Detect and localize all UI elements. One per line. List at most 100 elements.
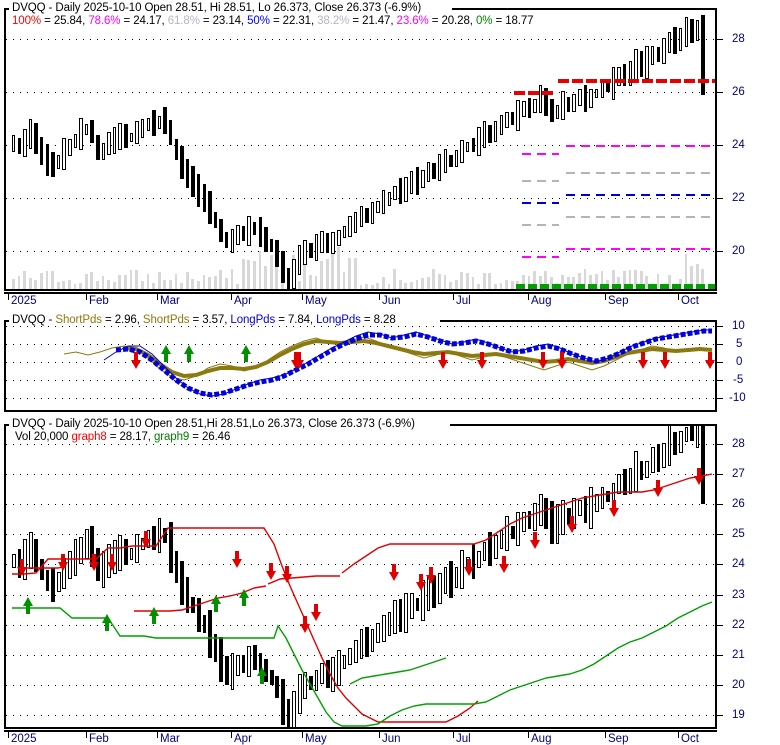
buy-signal-arrow <box>102 614 112 623</box>
price-bar <box>359 205 363 227</box>
volume-bar <box>253 261 256 289</box>
stops-ytick-26: 26 <box>732 498 745 511</box>
stops-price-bar <box>124 539 128 566</box>
fib-line-61-8b <box>566 172 715 174</box>
sell-arrow-stem <box>419 574 423 582</box>
price-bar <box>505 112 509 128</box>
price-bar <box>376 201 380 213</box>
fib-legend-item-3: 50% = 22.31, <box>247 15 318 27</box>
stops-ytick-19: 19 <box>732 708 745 721</box>
stops-price-bar <box>73 538 78 576</box>
volume-bar <box>34 279 38 289</box>
stops-price-bar <box>662 443 666 468</box>
price-bar <box>79 118 83 151</box>
price-bar <box>247 216 251 246</box>
price-bar <box>690 19 694 44</box>
price-bar <box>107 132 111 156</box>
stops-price-bar <box>314 670 319 691</box>
price-bar <box>163 107 167 135</box>
stops-price-bar <box>600 486 605 509</box>
price-bar <box>292 259 296 289</box>
stops-price-bar <box>494 535 498 560</box>
price-xtick-1: Feb <box>89 295 109 307</box>
stops-gridline-25 <box>6 534 715 536</box>
stops-xtick-0: 2025 <box>11 733 37 745</box>
price-xtick-0: 2025 <box>11 295 37 307</box>
sell-signal-arrow <box>653 488 663 497</box>
ind-gridline-10 <box>6 326 715 327</box>
price-bar <box>611 66 616 101</box>
volume-bar <box>62 281 66 289</box>
stops-price-bar <box>432 575 437 608</box>
ind-value-3: 8.28 <box>373 314 396 326</box>
indicator-top-border <box>4 320 10 322</box>
stops-price-bar <box>645 460 650 478</box>
price-bar <box>555 105 560 120</box>
buy-arrow-stem <box>242 598 246 606</box>
sell-signal-arrow <box>638 360 648 369</box>
stops-ytick-mark <box>717 534 723 536</box>
volume-bar <box>202 275 206 289</box>
sell-arrow-stem <box>269 563 273 571</box>
stops-price-bar <box>185 577 190 613</box>
stops-price-bar <box>168 521 173 574</box>
price-bar <box>62 137 66 171</box>
stops-gridline-28 <box>6 444 715 446</box>
volume-bar <box>258 250 262 289</box>
stops-price-bar <box>269 670 274 686</box>
price-bar <box>185 159 190 188</box>
price-bar <box>320 230 324 254</box>
volume-bar <box>465 273 469 289</box>
volume-bar <box>701 268 705 289</box>
stops-price-bar <box>34 538 39 573</box>
fib-label-236: 23.6% <box>396 15 429 27</box>
volume-bar <box>550 276 553 289</box>
volume-bar <box>51 271 55 289</box>
price-bar <box>180 146 184 180</box>
volume-bar <box>241 258 245 289</box>
price-bar <box>550 99 554 122</box>
stops-price-bar <box>673 431 678 456</box>
volume-bar <box>432 269 436 289</box>
volume-bar <box>23 270 26 289</box>
volume-bar <box>219 270 223 289</box>
price-bar <box>241 226 246 242</box>
volume-bar <box>561 274 565 289</box>
stops-price-bar <box>258 652 263 673</box>
sell-signal-arrow <box>567 524 577 533</box>
fib-legend-item-2: 61.8% = 23.14, <box>167 15 248 27</box>
stops-price-bar <box>622 469 627 496</box>
price-bar <box>634 49 638 82</box>
price-bar <box>152 109 156 137</box>
gridline-26 <box>6 92 715 93</box>
stop-upper-red-line <box>12 527 386 723</box>
price-bar <box>393 186 397 201</box>
price-bar <box>606 82 610 93</box>
volume-bar <box>381 277 385 289</box>
buy-arrow-stem <box>260 676 264 684</box>
graph8-label: graph8 <box>71 431 107 443</box>
price-bars <box>6 10 715 289</box>
price-bar <box>56 155 61 170</box>
price-bar <box>196 174 201 207</box>
sell-arrow-stem <box>697 468 701 476</box>
indicator-plot-frame <box>4 320 717 412</box>
price-bar <box>253 222 257 235</box>
volume-bar <box>96 281 99 289</box>
fib-label-786: 78.6% <box>88 15 121 27</box>
price-xtick-2: Mar <box>160 295 180 307</box>
price-bar <box>208 190 212 225</box>
volume-bar <box>426 276 430 289</box>
stops-price-bars <box>6 426 715 727</box>
price-bar <box>90 119 94 144</box>
price-bar <box>40 136 44 165</box>
price-bar <box>499 114 504 136</box>
sell-arrow-stem <box>541 352 545 360</box>
stops-price-bar <box>409 593 414 619</box>
sell-signal-arrow <box>141 539 151 548</box>
sell-arrow-stem <box>235 551 239 559</box>
price-bar <box>578 88 582 106</box>
volume-bar <box>118 275 122 289</box>
volume-bar <box>488 273 492 289</box>
stops-gridline-19 <box>6 714 715 716</box>
